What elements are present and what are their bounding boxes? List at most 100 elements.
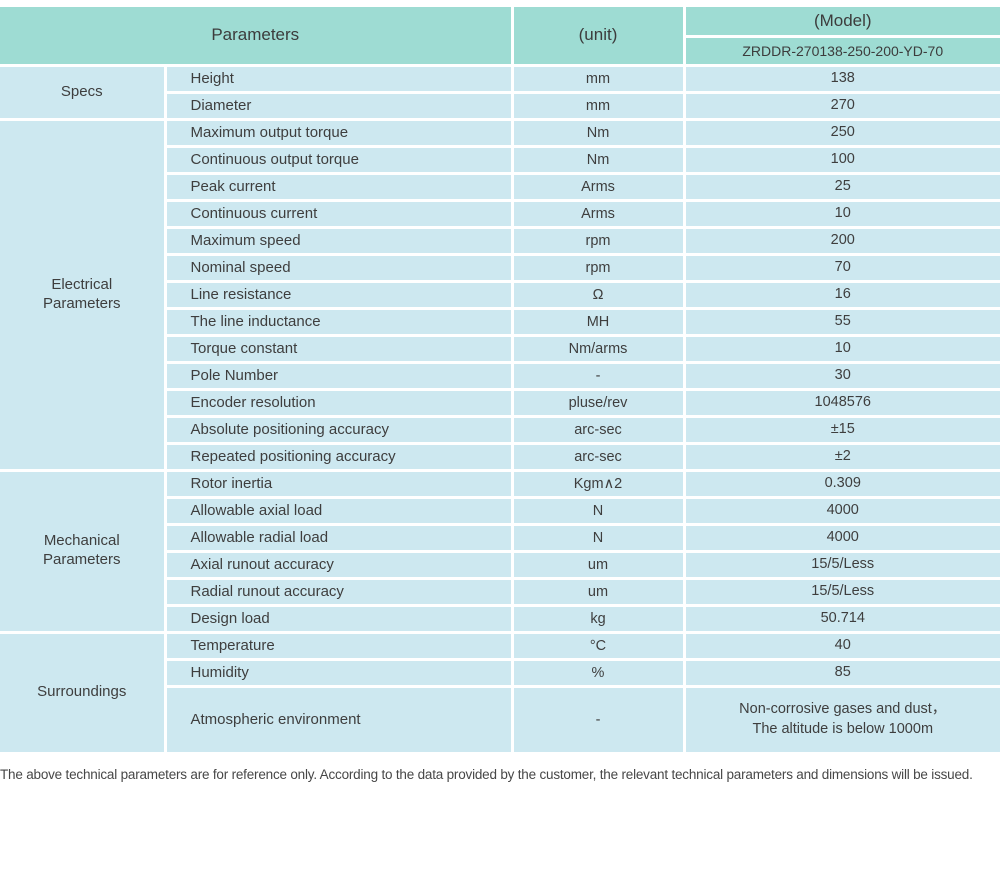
unit-cell: arc-sec <box>510 414 686 445</box>
value-cell: 16 <box>682 279 1000 310</box>
unit-cell: Ω <box>510 279 686 310</box>
unit-cell: um <box>510 549 686 580</box>
unit-cell: um <box>510 576 686 607</box>
table-row: The line inductance MH 55 <box>0 306 1000 337</box>
unit-cell: % <box>510 657 686 688</box>
value-cell: 15/5/Less <box>682 549 1000 580</box>
unit-cell: kg <box>510 603 686 634</box>
unit-cell: mm <box>510 63 686 94</box>
header-unit: (unit) <box>510 5 686 67</box>
table-row: Mechanical Parameters Rotor inertia Kgm∧2 0… <box>0 468 1000 634</box>
param-cell: Nominal speed <box>163 252 514 283</box>
param-cell: Allowable radial load <box>163 522 514 553</box>
unit-cell: - <box>510 684 686 754</box>
value-cell: 100 <box>682 144 1000 175</box>
value-cell: 30 <box>682 360 1000 391</box>
value-cell: 200 <box>682 225 1000 256</box>
unit-cell: N <box>510 495 686 526</box>
param-cell: Continuous output torque <box>163 144 514 175</box>
table-row: Allowable axial load N 4000 <box>0 495 1000 526</box>
unit-cell: Kgm∧2 <box>510 468 686 499</box>
unit-cell: Arms <box>510 198 686 229</box>
value-cell: 4000 <box>682 495 1000 526</box>
unit-cell: arc-sec <box>510 441 686 472</box>
param-cell: Line resistance <box>163 279 514 310</box>
param-cell: Repeated positioning accuracy <box>163 441 514 472</box>
table-row: Repeated positioning accuracy arc-sec ±2 <box>0 441 1000 472</box>
param-cell: The line inductance <box>163 306 514 337</box>
value-cell: 1048576 <box>682 387 1000 418</box>
value-cell: 10 <box>682 198 1000 229</box>
unit-cell: Nm <box>510 117 686 148</box>
value-cell: 55 <box>682 306 1000 337</box>
header-model: (Model) <box>682 5 1000 38</box>
param-cell: Diameter <box>163 90 514 121</box>
param-cell: Atmospheric environment <box>163 684 514 754</box>
table-row: Design load kg 50.714 <box>0 603 1000 634</box>
param-cell: Pole Number <box>163 360 514 391</box>
value-cell: 25 <box>682 171 1000 202</box>
table-row: Allowable radial load N 4000 <box>0 522 1000 553</box>
param-cell: Height <box>163 63 514 94</box>
section-label-mechanical-parameters: Mechanical Parameters <box>0 468 167 634</box>
param-cell: Humidity <box>163 657 514 688</box>
value-cell: 15/5/Less <box>682 576 1000 607</box>
param-cell: Peak current <box>163 171 514 202</box>
table-row: Atmospheric environment - Non-corrosive ga… <box>0 684 1000 754</box>
param-cell: Encoder resolution <box>163 387 514 418</box>
table-row: Diameter mm 270 <box>0 90 1000 121</box>
header-row-top: Parameters (unit) (Model) <box>0 5 1000 67</box>
unit-cell: rpm <box>510 252 686 283</box>
value-cell: 85 <box>682 657 1000 688</box>
param-cell: Continuous current <box>163 198 514 229</box>
param-cell: Radial runout accuracy <box>163 576 514 607</box>
table-row: Continuous current Arms 10 <box>0 198 1000 229</box>
unit-cell: mm <box>510 90 686 121</box>
value-cell: 70 <box>682 252 1000 283</box>
table-row: Radial runout accuracy um 15/5/Less <box>0 576 1000 607</box>
section-label-surroundings: Surroundings <box>0 630 167 754</box>
table-row: Continuous output torque Nm 100 <box>0 144 1000 175</box>
table-row: Nominal speed rpm 70 <box>0 252 1000 283</box>
table-row: Electrical Parameters Maximum output torq… <box>0 117 1000 472</box>
footer-note: The above technical parameters are for r… <box>0 767 973 782</box>
param-cell: Allowable axial load <box>163 495 514 526</box>
unit-cell: Nm/arms <box>510 333 686 364</box>
table-header: Parameters (unit) (Model) ZRDDR-270138-2… <box>0 5 1000 67</box>
param-cell: Temperature <box>163 630 514 661</box>
section-label-electrical-parameters: Electrical Parameters <box>0 117 167 472</box>
value-cell: ±2 <box>682 441 1000 472</box>
value-cell: 0.309 <box>682 468 1000 499</box>
spec-sheet: Parameters (unit) (Model) ZRDDR-270138-2… <box>0 5 1000 782</box>
table-row: Surroundings Temperature °C 40 <box>0 630 1000 754</box>
unit-cell: pluse/rev <box>510 387 686 418</box>
unit-cell: Nm <box>510 144 686 175</box>
section-label-specs: Specs <box>0 63 167 121</box>
header-row-model-code: ZRDDR-270138-250-200-YD-70 <box>0 34 1000 67</box>
header-parameters: Parameters <box>0 5 514 67</box>
value-cell: 138 <box>682 63 1000 94</box>
value-cell: 270 <box>682 90 1000 121</box>
table-row: Maximum speed rpm 200 <box>0 225 1000 256</box>
table-row: Absolute positioning accuracy arc-sec ±15 <box>0 414 1000 445</box>
value-cell: 250 <box>682 117 1000 148</box>
param-cell: Design load <box>163 603 514 634</box>
param-cell: Rotor inertia <box>163 468 514 499</box>
value-cell: 40 <box>682 630 1000 661</box>
param-cell: Absolute positioning accuracy <box>163 414 514 445</box>
table-row: Specs Height mm 138 <box>0 63 1000 121</box>
unit-cell: MH <box>510 306 686 337</box>
table-row: Axial runout accuracy um 15/5/Less <box>0 549 1000 580</box>
table-body: Specs Height mm 138 Diameter mm 270 Electrical … <box>0 63 1000 754</box>
table-row: Encoder resolution pluse/rev 1048576 <box>0 387 1000 418</box>
value-cell: 4000 <box>682 522 1000 553</box>
value-cell: 50.714 <box>682 603 1000 634</box>
table-row: Humidity% 85 <box>0 657 1000 688</box>
value-cell: Non-corrosive gases and dust， The altitu… <box>682 684 1000 754</box>
header-model-code: ZRDDR-270138-250-200-YD-70 <box>682 34 1000 67</box>
unit-cell: rpm <box>510 225 686 256</box>
table-row: Peak current Arms 25 <box>0 171 1000 202</box>
parameters-table: Parameters (unit) (Model) ZRDDR-270138-2… <box>0 5 1000 754</box>
param-cell: Maximum speed <box>163 225 514 256</box>
table-row: Line resistance Ω 16 <box>0 279 1000 310</box>
